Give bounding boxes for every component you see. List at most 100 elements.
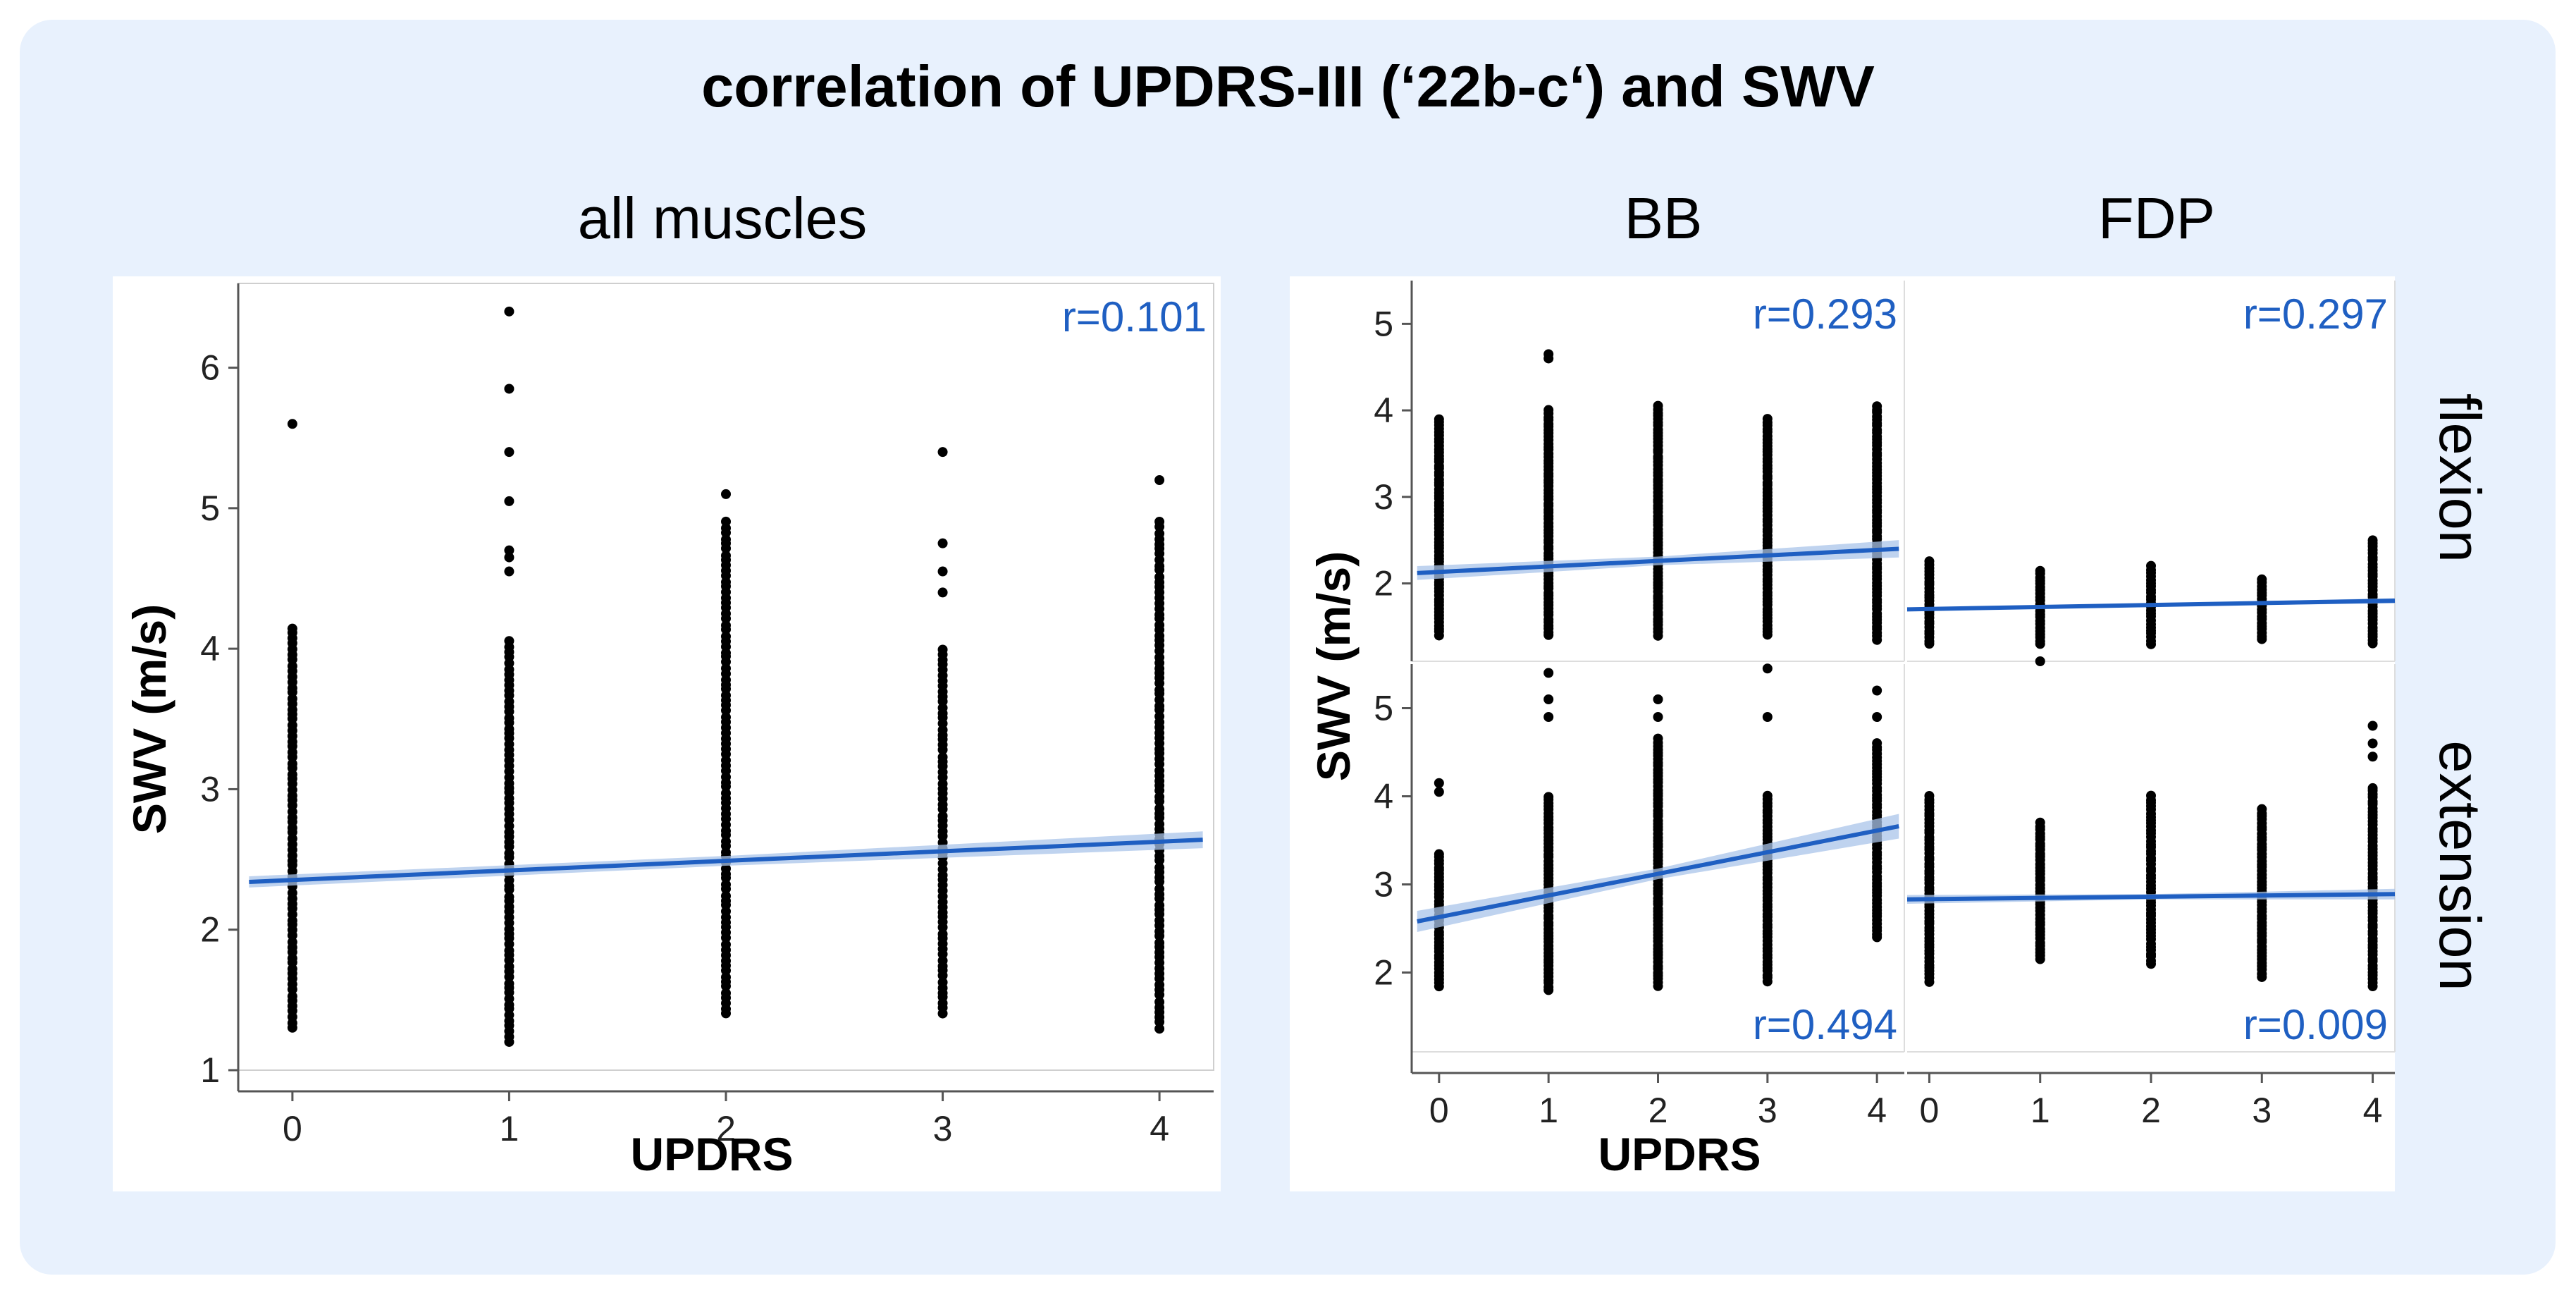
data-point: [504, 496, 514, 506]
data-point: [504, 552, 514, 563]
chart-fdp-flexion: r=0.297: [1906, 281, 2396, 666]
data-point: [721, 631, 731, 642]
data-point: [1543, 405, 1554, 415]
data-point: [2146, 560, 2156, 571]
x-tick-label: 1: [1539, 1091, 1558, 1130]
y-tick-label: 2: [1374, 564, 1393, 603]
x-tick-label: 0: [1920, 1091, 1940, 1130]
data-point: [937, 447, 948, 458]
regression-line: [1906, 599, 2396, 612]
correlation-label: r=0.101: [1062, 293, 1207, 341]
data-point: [1543, 668, 1554, 678]
data-point: [1653, 400, 1663, 411]
x-tick-label: 3: [2252, 1091, 2272, 1130]
x-tick-label: 3: [933, 1109, 953, 1148]
data-point: [504, 566, 514, 577]
x-tick-label: 1: [2030, 1091, 2050, 1130]
data-point: [721, 988, 731, 998]
data-point: [721, 551, 731, 561]
data-point: [1653, 733, 1663, 744]
data-point: [2367, 738, 2378, 749]
data-point: [1872, 712, 1882, 722]
data-point: [937, 977, 948, 988]
y-tick-label: 4: [1374, 391, 1393, 430]
data-point: [721, 516, 731, 527]
data-point: [1543, 792, 1554, 802]
data-point: [1762, 663, 1773, 674]
chart-bb-flexion: 2 3 4 5 r=0.293: [1374, 281, 1905, 662]
x-tick-label: 2: [716, 1109, 736, 1148]
x-tick-label: 4: [1867, 1091, 1887, 1130]
data-point: [1653, 712, 1663, 722]
data-point: [1154, 528, 1165, 539]
x-tick-label: 2: [1648, 1091, 1668, 1130]
data-point: [937, 752, 948, 762]
data-point: [1924, 556, 1935, 567]
y-tick-label: 4: [1374, 777, 1393, 816]
data-point: [504, 447, 514, 458]
data-point: [504, 545, 514, 556]
facet-y-axis-title: SWV (m/s): [1307, 551, 1360, 781]
data-point: [721, 939, 731, 950]
data-point: [721, 890, 731, 901]
x-tick-label: 3: [1758, 1091, 1777, 1130]
data-point: [1154, 516, 1165, 527]
chart-fdp-extension: 0 1 2 3 4 r=0.009: [1906, 664, 2396, 1130]
data-point: [1872, 738, 1882, 749]
correlation-label: r=0.494: [1753, 1001, 1897, 1048]
correlation-label: r=0.293: [1753, 290, 1897, 338]
data-point: [1154, 475, 1165, 485]
data-point: [1543, 694, 1554, 704]
page-title: correlation of UPDRS-III (‘22b-c‘) and S…: [701, 54, 1875, 119]
data-point: [937, 644, 948, 655]
right-panel-background: [1290, 276, 2395, 1191]
column-title-bb: BB: [1624, 185, 1703, 251]
data-point: [1154, 883, 1165, 894]
chart-all: 1 2 3 4 5 6 0 1 2 3 4 r=0.101 UPDRS SWV (m/s): [123, 283, 1214, 1180]
data-point: [1154, 997, 1165, 1007]
data-point: [2035, 565, 2045, 576]
data-point: [1154, 572, 1165, 582]
y-tick-label: 3: [1374, 865, 1393, 905]
data-point: [1154, 1024, 1165, 1034]
y-tick-label: 1: [200, 1050, 220, 1090]
data-point: [937, 538, 948, 548]
data-point: [1434, 778, 1444, 788]
x-tick-label: 2: [2141, 1091, 2161, 1130]
data-point: [1924, 790, 1935, 801]
y-tick-label: 4: [200, 629, 220, 668]
data-point: [287, 623, 297, 634]
column-title-fdp: FDP: [2098, 185, 2215, 251]
data-point: [2367, 752, 2378, 762]
data-point: [937, 566, 948, 577]
data-point: [1872, 685, 1882, 696]
y-tick-label: 2: [1374, 953, 1393, 993]
y-tick-label: 5: [1374, 304, 1393, 343]
facet-x-axis-title: UPDRS: [1598, 1128, 1761, 1180]
data-point: [504, 892, 514, 902]
data-point: [1872, 401, 1882, 412]
x-tick-label: 0: [1429, 1091, 1449, 1130]
data-point: [1154, 803, 1165, 814]
y-tick-label: 3: [200, 769, 220, 809]
data-point: [1653, 694, 1663, 704]
data-point: [1762, 414, 1773, 424]
data-point: [1543, 349, 1554, 360]
y-tick-label: 5: [200, 489, 220, 528]
x-axis-title: UPDRS: [630, 1128, 793, 1180]
regression-line: [1906, 892, 2396, 902]
data-point: [1762, 790, 1773, 801]
data-point: [1762, 712, 1773, 722]
data-point: [937, 587, 948, 598]
data-point: [1154, 938, 1165, 948]
data-point: [1434, 849, 1444, 859]
x-tick-label: 0: [283, 1109, 302, 1148]
regression-line: [249, 838, 1203, 884]
data-point: [721, 489, 731, 499]
correlation-label: r=0.009: [2243, 1001, 2388, 1048]
regression-line: [1417, 546, 1899, 575]
data-point: [2257, 574, 2267, 584]
data-point: [1543, 712, 1554, 722]
x-tick-label: 1: [500, 1109, 519, 1148]
